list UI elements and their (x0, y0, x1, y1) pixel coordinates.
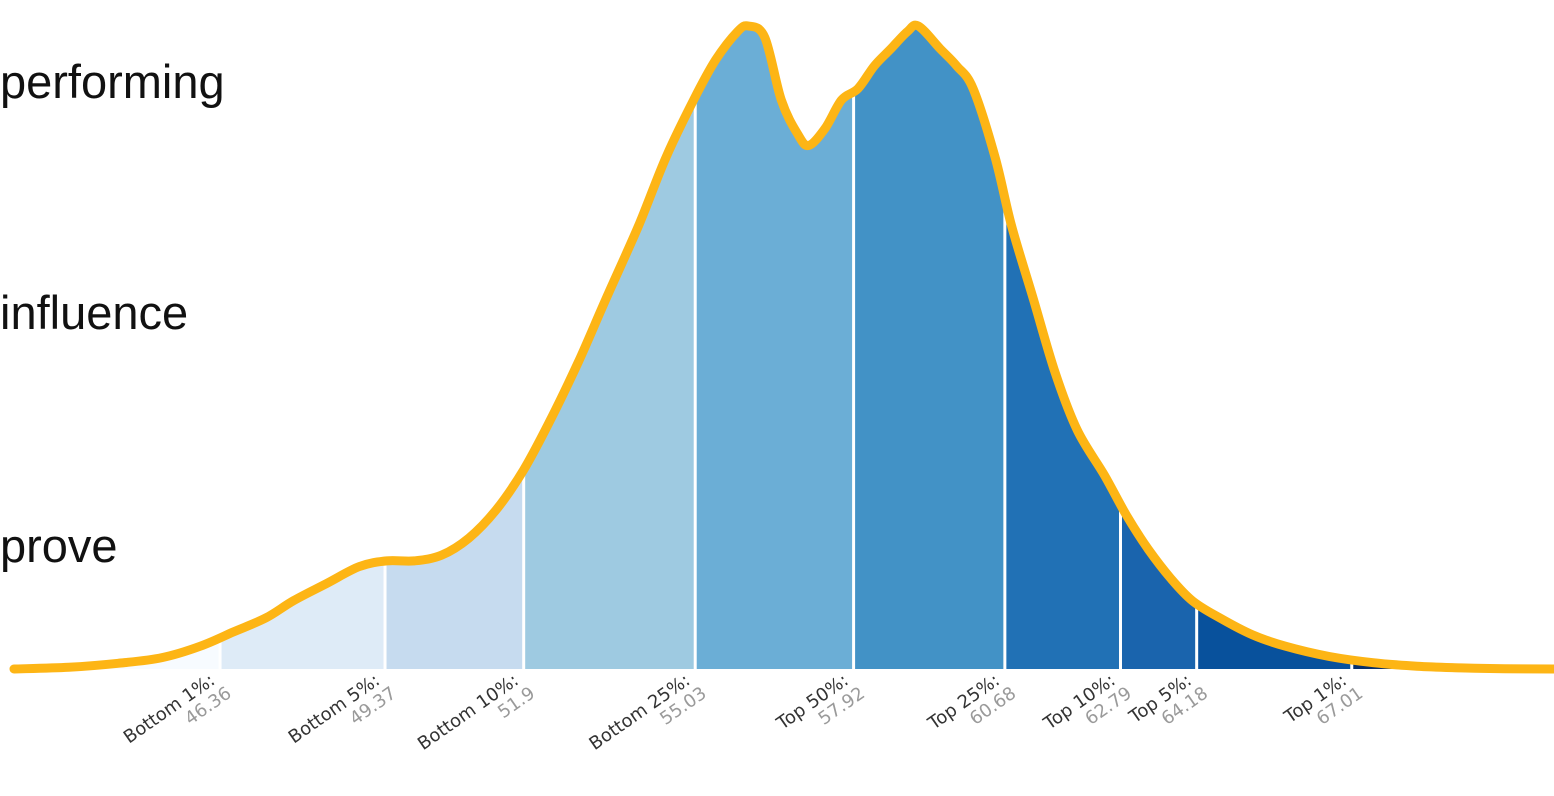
percentile-band (853, 25, 1005, 669)
percentile-band (523, 25, 696, 669)
slide-text-line-1: performing (0, 55, 225, 108)
percentile-tick-label: Bottom 10%:51.9 (414, 670, 539, 755)
percentile-tick-label: Bottom 25%:55.03 (586, 670, 711, 755)
slide-text-line-2: influence (0, 286, 189, 339)
percentile-tick-label: Top 25%:60.68 (924, 670, 1021, 735)
percentile-band (695, 25, 854, 669)
percentile-tick-label: Top 1%:67.01 (1280, 670, 1367, 730)
percentile-band (1351, 25, 1554, 669)
percentile-tick-label: Bottom 5%:49.37 (285, 670, 401, 748)
percentile-tick-label: Top 50%:57.92 (772, 670, 869, 735)
slide-text-line-3: prove (0, 519, 118, 572)
percentile-tick-label: Top 5%:64.18 (1125, 670, 1212, 730)
percentile-band (385, 25, 524, 669)
density-curve (9, 20, 1554, 674)
percentile-tick-label: Bottom 1%:46.36 (120, 670, 236, 748)
percentile-band (1196, 25, 1352, 669)
percentile-tick-labels: Bottom 1%:46.36 Bottom 5%:49.37 Bottom 10%… (120, 670, 1367, 755)
percentile-band (1004, 25, 1121, 669)
percentile-tick-label: Top 10%:62.79 (1039, 670, 1136, 735)
percentile-band (14, 25, 221, 669)
